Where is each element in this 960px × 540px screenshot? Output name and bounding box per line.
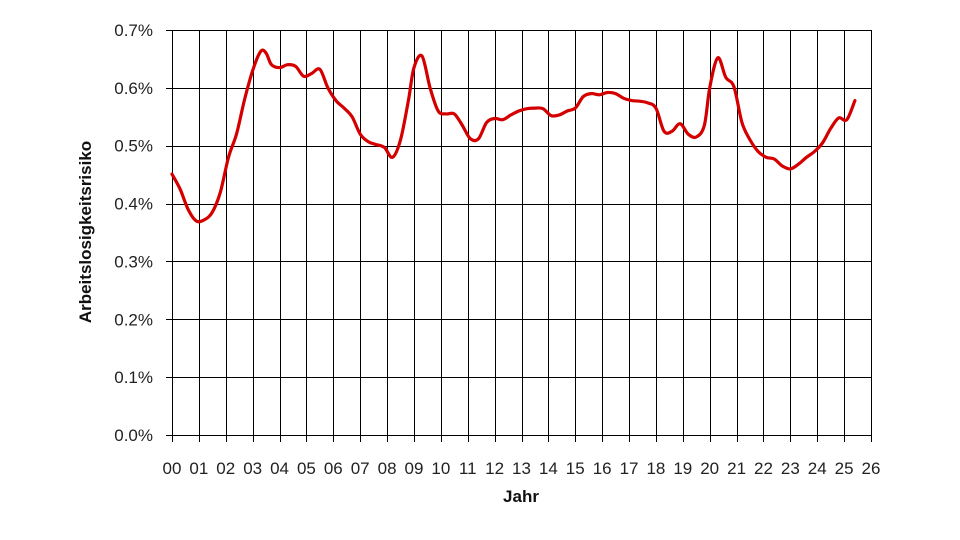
x-tick-label: 14	[539, 459, 558, 478]
y-tick-label: 0.3%	[114, 252, 153, 271]
x-tick-label: 24	[808, 459, 827, 478]
y-tick-label: 0.2%	[114, 310, 153, 329]
x-tick-label: 10	[431, 459, 450, 478]
x-tick-label: 03	[243, 459, 262, 478]
x-tick-label: 05	[297, 459, 316, 478]
y-tick-label: 0.4%	[114, 195, 153, 214]
x-tick-label: 26	[862, 459, 881, 478]
x-tick-label: 00	[163, 459, 182, 478]
x-axis-title: Jahr	[503, 487, 539, 506]
y-tick-label: 0.6%	[114, 79, 153, 98]
y-tick-label: 0.0%	[114, 426, 153, 445]
chart-grid	[166, 30, 872, 442]
x-tick-label: 18	[646, 459, 665, 478]
x-tick-label: 12	[485, 459, 504, 478]
y-axis-title: Arbeitslosigkeitsrisiko	[76, 141, 95, 323]
series-line	[170, 48, 857, 224]
y-tick-label: 0.1%	[114, 368, 153, 387]
x-tick-label: 07	[351, 459, 370, 478]
x-tick-label: 15	[566, 459, 585, 478]
x-tick-label: 22	[754, 459, 773, 478]
x-tick-label: 01	[189, 459, 208, 478]
chart-series	[170, 48, 857, 224]
x-tick-label: 19	[673, 459, 692, 478]
x-tick-label: 17	[620, 459, 639, 478]
x-tick-label: 09	[405, 459, 424, 478]
x-tick-label: 16	[593, 459, 612, 478]
y-tick-label: 0.7%	[114, 21, 153, 40]
x-tick-label: 11	[459, 459, 477, 478]
x-tick-label: 25	[835, 459, 854, 478]
x-tick-label: 04	[270, 459, 289, 478]
x-tick-label: 13	[512, 459, 531, 478]
x-tick-label: 20	[700, 459, 719, 478]
y-axis-ticks: 0.0% 0.1% 0.2% 0.3% 0.4% 0.5% 0.6% 0.7%	[114, 21, 153, 445]
x-tick-label: 06	[324, 459, 343, 478]
x-tick-label: 08	[378, 459, 397, 478]
x-tick-label: 23	[781, 459, 800, 478]
x-tick-label: 21	[727, 459, 746, 478]
y-tick-label: 0.5%	[114, 137, 153, 156]
x-tick-label: 02	[216, 459, 235, 478]
x-axis-ticks: 00 01 02 03 04 05 06 07 08 09 10 11 12 13 14 15 16 17 18 19…	[163, 459, 881, 478]
